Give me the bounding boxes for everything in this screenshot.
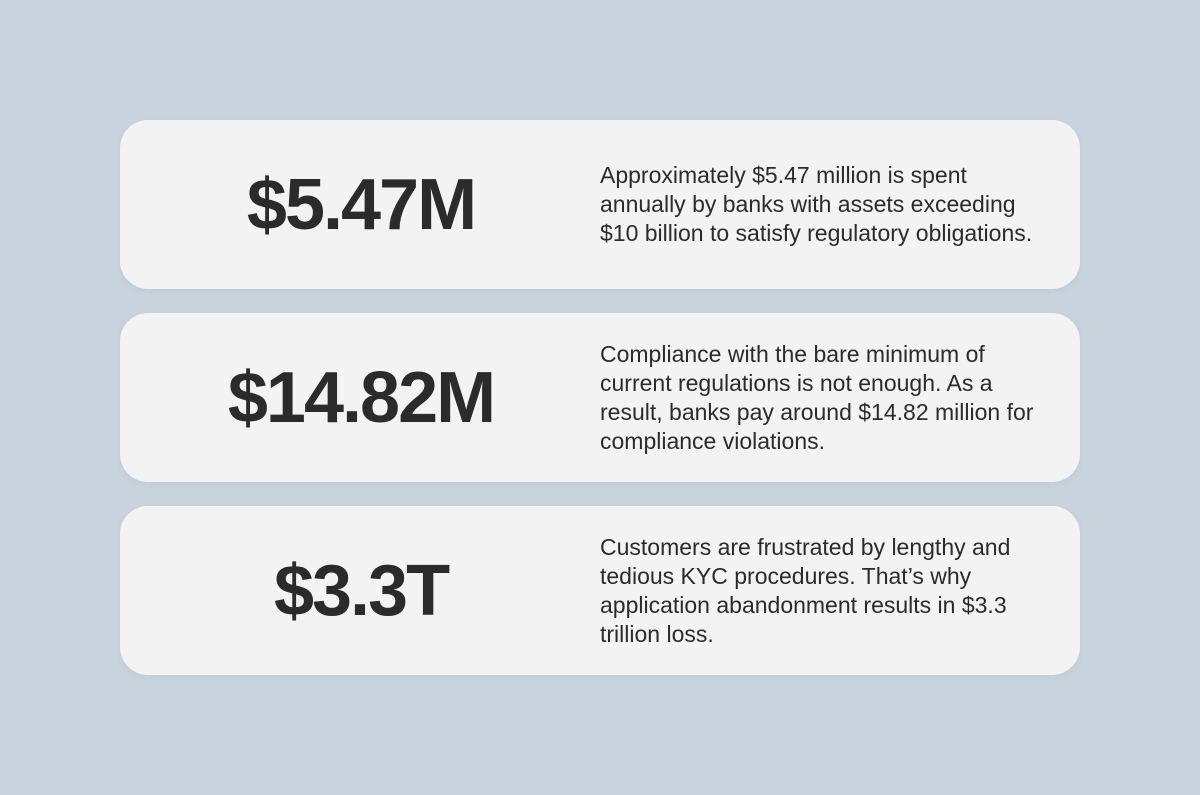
stat-description-container: Approximately $5.47 million is spent ann… [600,120,1040,289]
stat-card-list: $5.47M Approximately $5.47 million is sp… [120,120,1080,675]
stat-description-container: Customers are frustrated by lengthy and … [600,506,1040,675]
stat-description: Customers are frustrated by lengthy and … [600,533,1011,647]
stat-value: $3.3T [273,550,450,631]
stat-value: $5.47M [246,164,477,245]
stat-value: $14.82M [227,357,496,438]
stat-description: Compliance with the bare minimum of curr… [600,340,1034,454]
stat-card-compliance-spend: $5.47M Approximately $5.47 million is sp… [120,120,1080,289]
stat-description-container: Compliance with the bare minimum of curr… [600,313,1040,482]
stat-card-violation-costs: $14.82M Compliance with the bare minimum… [120,313,1080,482]
stat-description: Approximately $5.47 million is spent ann… [600,162,1033,246]
stat-card-abandonment-loss: $3.3T Customers are frustrated by length… [120,506,1080,675]
